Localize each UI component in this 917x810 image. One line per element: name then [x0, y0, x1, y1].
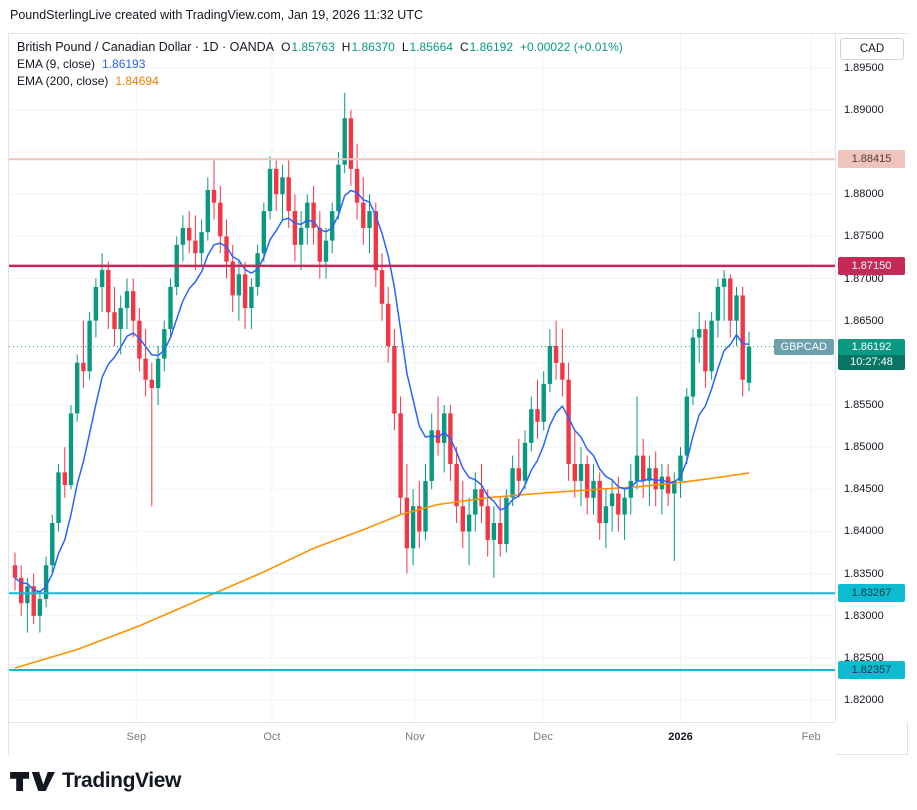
price-tick-label: 1.85500 [844, 398, 884, 411]
resistance-main-line-badge: 1.87150 [838, 256, 905, 275]
chart-widget: British Pound / Canadian Dollar · 1D · O… [8, 33, 908, 755]
time-axis-label: Nov [405, 731, 425, 743]
footer: TradingView [10, 764, 181, 798]
time-axis[interactable]: Sep Oct Nov Dec 2026 Feb [9, 722, 835, 755]
open-label: O [281, 40, 291, 54]
price-tick-label: 1.86500 [844, 314, 884, 327]
price-axis[interactable]: CAD 1.82000 1.82500 1.83000 1.83500 1.84000 1… [835, 34, 908, 722]
close-label: C [459, 40, 469, 54]
high-label: H [341, 40, 351, 54]
price-tick-label: 1.87000 [844, 272, 884, 285]
support-lower-line-badge: 1.82357 [838, 660, 905, 679]
price-tick-label: 1.85000 [844, 441, 884, 454]
ema200-value: 1.84694 [115, 74, 159, 88]
tradingview-wordmark[interactable]: TradingView [62, 769, 181, 792]
bar-countdown: 10:27:48 [838, 354, 905, 370]
time-axis-label: Sep [126, 731, 147, 743]
current-price-badge: 1.86192 10:27:48 [838, 338, 905, 370]
ema9-legend-row[interactable]: EMA (9, close) 1.86193 [17, 56, 623, 73]
low-label: L [401, 40, 409, 54]
time-axis-label: 2026 [668, 731, 693, 743]
price-line-symbol-badge: GBPCAD [773, 338, 834, 355]
ema9-value: 1.86193 [102, 57, 146, 71]
ema200-legend-row[interactable]: EMA (200, close) 1.84694 [17, 73, 623, 90]
high-value: 1.86370 [351, 40, 395, 54]
ema9-label: EMA (9, close) [17, 57, 96, 71]
symbol-legend-row[interactable]: British Pound / Canadian Dollar · 1D · O… [17, 39, 623, 56]
current-price-value: 1.86192 [838, 338, 905, 355]
candlestick-chart[interactable] [9, 34, 835, 722]
time-axis-label: Feb [801, 731, 821, 743]
price-tick-label: 1.87500 [844, 230, 884, 243]
low-value: 1.85664 [409, 40, 453, 54]
price-tick-label: 1.89500 [844, 61, 884, 74]
price-tick-label: 1.82500 [844, 651, 884, 664]
symbol-title[interactable]: British Pound / Canadian Dollar · 1D · O… [17, 40, 275, 54]
price-tick-label: 1.83000 [844, 609, 884, 622]
support-upper-line-badge: 1.83267 [838, 584, 905, 603]
price-tick-label: 1.83500 [844, 567, 884, 580]
time-axis-label: Oct [263, 731, 281, 743]
price-tick-label: 1.84500 [844, 483, 884, 496]
open-value: 1.85763 [291, 40, 335, 54]
attribution-text: PoundSterlingLive created with TradingVi… [10, 8, 423, 22]
time-axis-label: Dec [533, 731, 553, 743]
chart-legend: British Pound / Canadian Dollar · 1D · O… [17, 39, 623, 90]
ema200-label: EMA (200, close) [17, 74, 109, 88]
currency-button[interactable]: CAD [840, 38, 904, 60]
change-value: +0.00022 (+0.01%) [520, 40, 623, 54]
price-tick-label: 1.88000 [844, 188, 884, 201]
chart-plot-area[interactable]: British Pound / Canadian Dollar · 1D · O… [9, 34, 835, 722]
close-value: 1.86192 [469, 40, 513, 54]
resistance-zone-line-badge: 1.88415 [838, 150, 905, 169]
price-tick-label: 1.84000 [844, 525, 884, 538]
tradingview-logo-icon[interactable] [10, 771, 55, 791]
price-tick-label: 1.89000 [844, 103, 884, 116]
price-tick-label: 1.82000 [844, 694, 884, 707]
